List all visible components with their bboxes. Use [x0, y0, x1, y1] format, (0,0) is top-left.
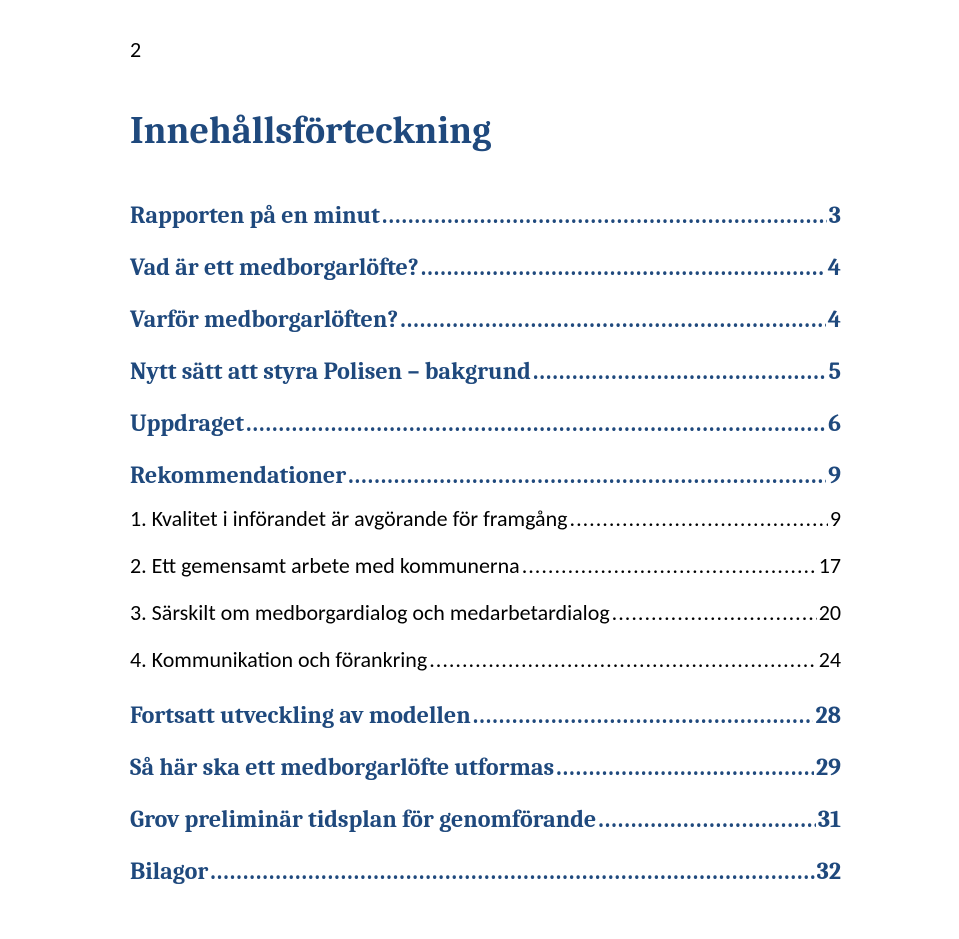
toc-entry-lvl1: Rapporten på en minut 3	[130, 201, 841, 229]
toc-leader-dots	[598, 805, 816, 833]
document-page: 2 Innehållsförteckning Rapporten på en m…	[0, 0, 959, 939]
toc-entry-label: Rapporten på en minut	[130, 201, 380, 229]
toc-entry-page: 4	[828, 253, 841, 281]
toc-leader-dots	[421, 253, 826, 281]
toc-entry-label: 1. Kvalitet i införandet är avgörande fö…	[130, 505, 568, 532]
toc-entry-label: Uppdraget	[130, 409, 244, 437]
toc-leader-dots	[246, 409, 826, 437]
toc-entry-lvl1: Så här ska ett medborgarlöfte utformas 29	[130, 753, 841, 781]
toc-entry-lvl1: Varför medborgarlöften? 4	[130, 305, 841, 333]
toc-entry-label: Varför medborgarlöften?	[130, 305, 398, 333]
toc-entry-page: 6	[828, 409, 841, 437]
toc-entry-page: 9	[828, 461, 841, 489]
toc-entry-lvl2: 3. Särskilt om medborgardialog och medar…	[130, 599, 841, 626]
toc-entry-label: Grov preliminär tidsplan för genomförand…	[130, 805, 596, 833]
page-number: 2	[130, 36, 841, 63]
toc-entry-lvl1: Vad är ett medborgarlöfte? 4	[130, 253, 841, 281]
toc-leader-dots	[382, 201, 827, 229]
toc-entry-page: 9	[830, 505, 841, 532]
toc-leader-dots	[522, 552, 817, 579]
toc-entry-lvl1: Nytt sätt att styra Polisen – bakgrund 5	[130, 357, 841, 385]
toc-leader-dots	[533, 357, 827, 385]
toc-entry-label: Nytt sätt att styra Polisen – bakgrund	[130, 357, 531, 385]
toc-entry-label: Så här ska ett medborgarlöfte utformas	[130, 753, 554, 781]
toc-entry-page: 32	[817, 857, 841, 885]
toc-list: Rapporten på en minut 3 Vad är ett medborg…	[130, 183, 841, 891]
toc-entry-lvl1: Rekommendationer 9	[130, 461, 841, 489]
toc-entry-page: 5	[829, 357, 841, 385]
toc-leader-dots	[556, 753, 814, 781]
toc-entry-label: Bilagor	[130, 857, 208, 885]
toc-entry-label: Fortsatt utveckling av modellen	[130, 701, 471, 729]
toc-entry-lvl2: 1. Kvalitet i införandet är avgörande fö…	[130, 505, 841, 532]
toc-entry-lvl2: 4. Kommunikation och förankring 24	[130, 646, 841, 673]
toc-leader-dots	[348, 461, 826, 489]
toc-entry-label: 3. Särskilt om medborgardialog och medar…	[130, 599, 610, 626]
toc-entry-lvl1: Grov preliminär tidsplan för genomförand…	[130, 805, 841, 833]
toc-entry-page: 3	[829, 201, 841, 229]
toc-leader-dots	[570, 505, 828, 532]
toc-title: Innehållsförteckning	[130, 109, 841, 153]
toc-entry-page: 31	[818, 805, 841, 833]
toc-leader-dots	[210, 857, 814, 885]
toc-leader-dots	[612, 599, 817, 626]
toc-entry-label: 2. Ett gemensamt arbete med kommunerna	[130, 552, 520, 579]
toc-entry-label: 4. Kommunikation och förankring	[130, 646, 427, 673]
toc-entry-page: 4	[828, 305, 841, 333]
toc-entry-lvl1: Fortsatt utveckling av modellen 28	[130, 701, 841, 729]
toc-entry-lvl2: 2. Ett gemensamt arbete med kommunerna 17	[130, 552, 841, 579]
toc-entry-lvl1: Uppdraget 6	[130, 409, 841, 437]
toc-entry-lvl1: Bilagor 32	[130, 857, 841, 885]
toc-leader-dots	[429, 646, 816, 673]
toc-entry-page: 29	[816, 753, 841, 781]
toc-leader-dots	[400, 305, 826, 333]
toc-entry-page: 24	[819, 646, 841, 673]
toc-entry-label: Vad är ett medborgarlöfte?	[130, 253, 419, 281]
toc-leader-dots	[473, 701, 814, 729]
toc-entry-page: 28	[815, 701, 841, 729]
toc-entry-label: Rekommendationer	[130, 461, 346, 489]
toc-entry-page: 17	[819, 552, 841, 579]
toc-entry-page: 20	[819, 599, 841, 626]
